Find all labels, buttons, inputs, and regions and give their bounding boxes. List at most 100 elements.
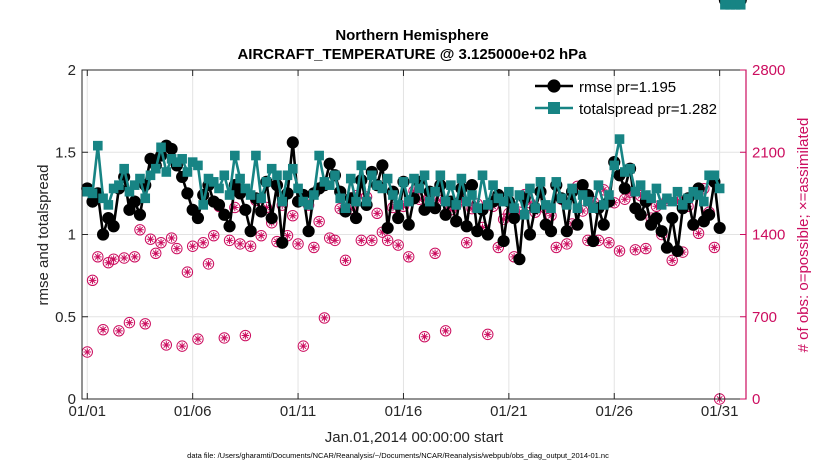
rmse-point [133,208,147,221]
obs-assimilated-point [410,187,418,195]
obs-possible-point [134,224,146,236]
totalspread-point [593,180,604,190]
obs-assimilated-point [315,217,323,226]
obs-assimilated-point [310,243,318,252]
totalspread-point [604,190,614,200]
obs-assimilated-point [399,202,408,211]
obs-possible-point [708,241,721,254]
y-right-tick-label: 1400 [752,227,785,244]
totalspread-point [714,183,725,194]
obs-possible-point [329,234,341,247]
legend-marker-totalspread [548,102,560,114]
obs-possible-point [561,238,573,250]
totalspread-point [335,193,346,204]
totalspread-point [235,173,245,184]
totalspread-point [203,173,214,184]
obs-possible-point [313,215,325,228]
x-tick-label: 01/06 [174,403,212,420]
rmse-point [165,142,178,156]
totalspread-point [277,196,288,207]
obs-possible-point [186,240,199,252]
obs-assimilated-point [447,206,455,214]
obs-possible-point [297,340,310,352]
totalspread-point [219,170,230,181]
totalspread-point [635,180,646,190]
totalspread-point [372,180,382,190]
totalspread-point [440,196,451,207]
totalspread-point [351,196,361,207]
y-tick-label: 1.5 [55,144,76,161]
obs-possible-point [403,251,415,263]
obs-assimilated-point [526,198,534,207]
totalspread-point [108,183,119,194]
rmse-point [508,211,521,225]
x-tick-label: 01/01 [68,403,106,420]
totalspread-point [224,190,235,200]
obs-possible-point [160,339,173,351]
rmse-point [302,225,315,238]
totalspread-point [672,186,683,197]
totalspread-point [456,173,467,184]
totalspread-point [403,196,414,207]
totalspread-point [419,170,430,181]
obs-possible-point [86,274,99,287]
rmse-point [265,211,278,225]
rmse-point [660,241,674,254]
totalspread-point [677,200,688,210]
y-axis-left: 0 0.5 1 1.5 2 [55,62,88,408]
rmse-point [523,228,537,241]
totalspread-point [214,183,224,194]
totalspread-point [641,190,651,200]
obs-possible-point [150,247,162,260]
totalspread-point [625,163,635,174]
totalspread-point [583,196,593,207]
rmse-point [666,211,679,225]
totalspread-point [461,196,472,207]
totalspread-point [156,142,166,153]
obs-possible-point [439,325,452,337]
rmse-point [286,136,299,149]
totalspread-point [730,0,741,10]
chart-subtitle: AIRCRAFT_TEMPERATURE @ 3.125000e+02 hPa [237,46,587,63]
totalspread-point [646,193,656,204]
totalspread-point [166,154,177,164]
obs-assimilated-point [162,341,171,349]
totalspread-point [172,157,182,167]
totalspread-point [435,170,446,181]
totalspread-point [93,140,103,151]
rmse-point [181,187,194,200]
rmse-point [450,215,463,228]
totalspread-point [493,193,504,204]
totalspread-point [87,188,98,199]
totalspread-point [562,200,572,210]
obs-assimilated-point [552,243,561,252]
totalspread-point [345,173,356,184]
obs-assimilated-point [130,253,139,261]
obs-possible-point [429,247,441,260]
totalspread-point [588,203,598,213]
obs-assimilated-point [478,223,487,232]
totalspread-point [388,190,398,200]
obs-assimilated-point [115,327,123,335]
obs-assimilated-point [457,195,466,204]
chart-title: Northern Hemisphere [335,27,488,44]
data-file-footnote: data file: /Users/gharamti/Documents/NCA… [187,451,609,460]
totalspread-point [161,167,172,177]
obs-assimilated-point [368,236,376,245]
obs-possible-point [392,239,404,251]
x-tick-label: 01/21 [490,403,528,420]
y-axis-right: 0 700 1400 2100 2800 [740,62,785,408]
obs-assimilated-point [436,196,445,205]
rmse-point [576,179,589,192]
obs-possible-point [128,251,141,263]
totalspread-point [377,183,388,194]
rmse-point [713,221,726,235]
totalspread-point [551,177,562,187]
obs-possible-point [381,234,394,247]
totalspread-point [145,170,156,181]
obs-assimilated-point [94,253,102,261]
obs-assimilated-point [320,314,329,322]
obs-assimilated-point [499,215,508,224]
obs-assimilated-point [673,196,682,205]
